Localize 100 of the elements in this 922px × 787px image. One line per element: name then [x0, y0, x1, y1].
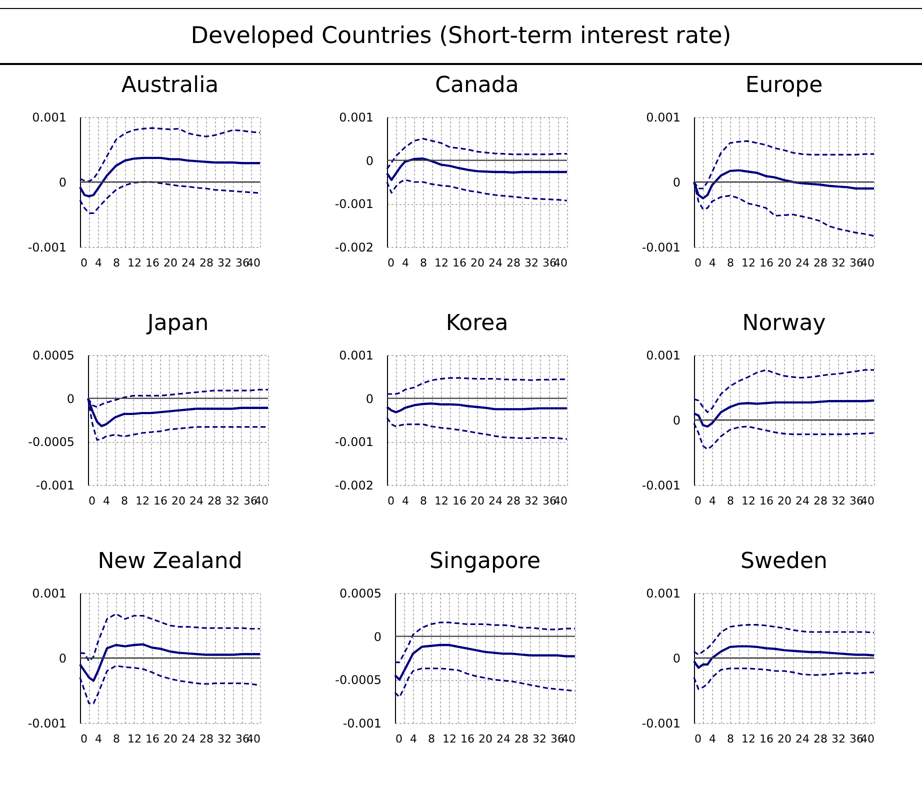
- x-tick-label: 20: [778, 494, 792, 508]
- x-tick-label: 20: [470, 256, 484, 270]
- x-tick-label: 16: [760, 732, 774, 746]
- chart-title: Norway: [742, 311, 826, 336]
- x-tick-label: 12: [128, 256, 142, 270]
- y-tick-label: -0.001: [334, 435, 374, 450]
- line-series: [386, 138, 568, 170]
- x-tick-label: 16: [760, 494, 774, 508]
- line-series: [693, 668, 875, 690]
- y-tick-label: 0: [58, 652, 66, 666]
- x-tick-label: 8: [727, 256, 734, 270]
- x-tick-label: 32: [532, 732, 546, 746]
- chart-title: Europe: [745, 73, 823, 98]
- x-tick-label: 4: [709, 732, 716, 746]
- line-series: [394, 668, 576, 698]
- text: Developed Countries (Short-term interest rate): [0, 8, 922, 65]
- y-tick-label: 0.0005: [32, 348, 74, 362]
- x-tick-label: 28: [506, 256, 520, 270]
- x-tick-label: 4: [95, 256, 102, 270]
- x-tick-label: 0: [80, 256, 88, 270]
- chart-title: Korea: [446, 311, 508, 336]
- x-tick-label: 28: [208, 494, 222, 508]
- x-tick-label: 8: [727, 732, 734, 746]
- line-series: [78, 643, 262, 682]
- line-series: [79, 613, 261, 662]
- y-tick-label: -0.001: [28, 240, 66, 254]
- x-tick-label: 32: [226, 494, 240, 508]
- y-tick-label: 0.001: [32, 110, 66, 124]
- x-tick-label: 12: [742, 494, 756, 508]
- x-tick-label: 24: [796, 256, 810, 270]
- x-tick-label: 24: [182, 256, 196, 270]
- x-tick-label: 0: [694, 732, 702, 746]
- x-tick-label: 8: [420, 494, 427, 508]
- y-tick-label: -0.001: [642, 716, 680, 730]
- y-tick-label: 0.001: [646, 110, 680, 124]
- x-tick-label: 28: [200, 732, 214, 746]
- chart-title: Australia: [121, 73, 219, 98]
- x-tick-label: 4: [402, 256, 409, 270]
- x-tick-label: 32: [832, 732, 846, 746]
- y-tick-label: -0.001: [642, 240, 680, 254]
- y-tick-label: -0.001: [36, 478, 74, 492]
- x-tick-label: 16: [460, 732, 474, 746]
- x-tick-label: 28: [506, 494, 520, 508]
- x-tick-label: 8: [121, 494, 128, 508]
- x-tick-label: 12: [442, 732, 456, 746]
- chart-title: Sweden: [740, 549, 828, 574]
- y-tick-label: 0.0005: [340, 586, 382, 600]
- x-tick-label: 32: [832, 494, 846, 508]
- y-tick-label: 0: [374, 630, 382, 644]
- y-tick-label: -0.001: [342, 716, 382, 730]
- y-tick-label: -0.001: [334, 197, 374, 212]
- x-tick-label: 4: [103, 494, 110, 508]
- y-tick-label: -0.0005: [28, 435, 74, 450]
- x-tick-label: 20: [478, 732, 492, 746]
- x-tick-label: 16: [760, 256, 774, 270]
- line-series: [693, 422, 875, 450]
- y-tick-label: 0: [66, 392, 74, 406]
- x-tick-label: 8: [113, 256, 120, 270]
- x-tick-label: 20: [164, 256, 178, 270]
- x-tick-label: 16: [146, 256, 160, 270]
- line-series: [693, 369, 875, 413]
- chart-title: Singapore: [430, 549, 540, 574]
- x-tick-label: 0: [694, 256, 702, 270]
- x-tick-label: 32: [218, 256, 232, 270]
- x-tick-label: 20: [470, 494, 484, 508]
- y-tick-label: -0.002: [334, 240, 374, 254]
- line-series: [386, 179, 568, 202]
- line-series: [386, 377, 568, 395]
- x-tick-label: 24: [190, 494, 204, 508]
- y-tick-label: 0: [58, 176, 66, 190]
- chart-title: New Zealand: [98, 549, 242, 574]
- y-tick-label: 0: [672, 652, 680, 666]
- x-tick-label: 0: [396, 732, 402, 746]
- x-tick-label: 4: [709, 256, 716, 270]
- x-tick-label: 12: [434, 494, 448, 508]
- x-tick-label: 0: [388, 494, 394, 508]
- y-tick-label: 0: [366, 154, 374, 168]
- y-tick-label: 0: [366, 392, 374, 406]
- line-series: [79, 127, 261, 182]
- line-series: [79, 181, 261, 214]
- x-tick-label: 28: [814, 732, 828, 746]
- x-tick-label: 24: [488, 494, 502, 508]
- x-tick-label: 8: [428, 732, 435, 746]
- y-tick-label: -0.002: [334, 478, 374, 492]
- y-tick-label: 0.001: [646, 348, 680, 362]
- x-tick-label: 16: [452, 256, 466, 270]
- x-tick-label: 24: [496, 732, 510, 746]
- x-tick-label: 20: [172, 494, 186, 508]
- x-tick-label: 0: [88, 494, 96, 508]
- x-tick-label: 12: [742, 732, 756, 746]
- line-series: [386, 417, 568, 440]
- line-series: [394, 622, 576, 664]
- line-series: [692, 645, 876, 669]
- x-tick-label: 8: [420, 256, 427, 270]
- x-tick-label: 0: [388, 256, 394, 270]
- x-tick-label: 32: [832, 256, 846, 270]
- x-tick-label: 12: [136, 494, 150, 508]
- x-tick-label: 24: [182, 732, 196, 746]
- x-tick-label: 12: [128, 732, 142, 746]
- x-tick-label: 16: [146, 732, 160, 746]
